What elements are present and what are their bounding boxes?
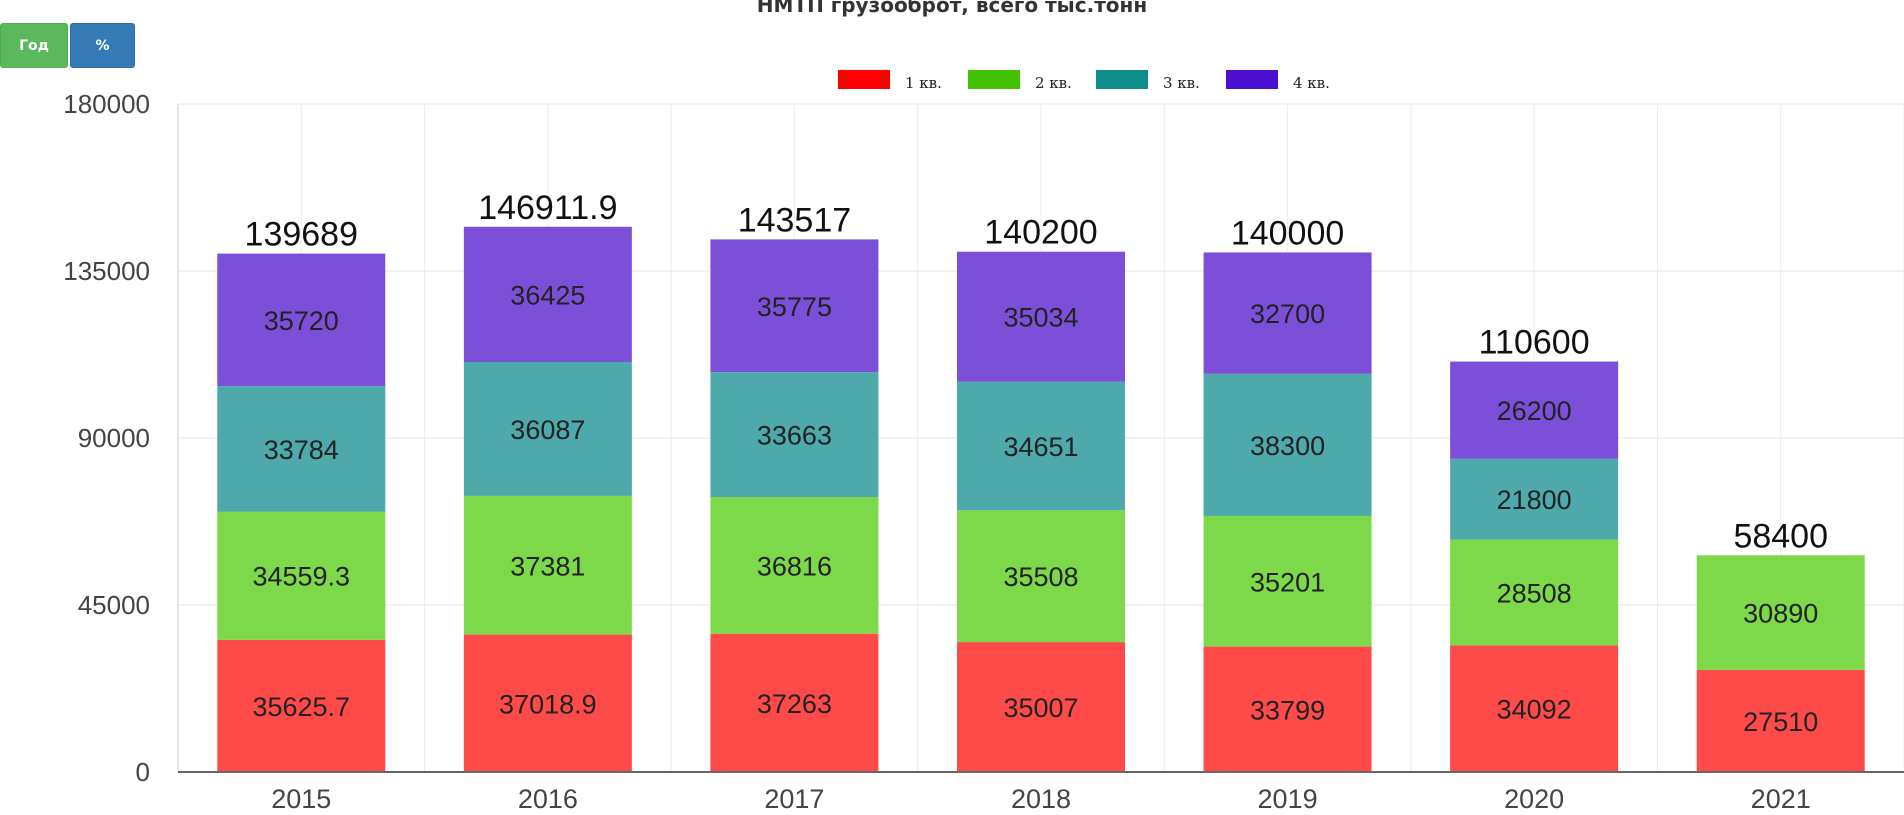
bar-total-label: 143517 (738, 201, 851, 239)
bar-segment-label: 35775 (757, 292, 832, 322)
legend-label: 2 кв. (1035, 74, 1072, 92)
bar-total-label: 139689 (245, 216, 358, 254)
chart-title: НМТП грузооброт, всего тыс.тонн (756, 0, 1148, 17)
y-tick-label: 0 (136, 757, 150, 787)
x-tick-label: 2020 (1504, 784, 1564, 814)
bar-segment (1203, 515, 1372, 647)
bar-segment (957, 381, 1125, 511)
bar-segment-label: 21800 (1497, 485, 1572, 515)
bar-total-label: 110600 (1479, 324, 1590, 362)
x-tick-label: 2017 (764, 784, 824, 814)
bar-total-label: 140200 (984, 214, 1097, 252)
bars: 35625.7 34559.3 33784 35720 139689 37018.9 373… (217, 189, 1865, 772)
bar-segment-label: 30890 (1743, 599, 1818, 629)
x-tick-label: 2016 (518, 784, 578, 814)
bar-segment-label: 32700 (1250, 299, 1325, 329)
legend-swatch (968, 70, 1020, 89)
bar-segment-label: 35034 (1003, 303, 1078, 333)
bar-segment-label: 28508 (1497, 579, 1572, 609)
legend-swatch (1096, 70, 1148, 89)
bar-segment (957, 510, 1125, 643)
bar-segment-label: 35007 (1003, 693, 1078, 723)
bar-segment (217, 386, 386, 512)
bar-segment (957, 642, 1125, 772)
percent-button[interactable]: % (70, 23, 135, 68)
y-tick-label: 135000 (63, 256, 150, 286)
legend-swatch (1226, 70, 1278, 89)
bar-segment (1203, 252, 1372, 374)
bar-segment (463, 226, 632, 362)
bar-segment-label: 37381 (510, 551, 585, 581)
bar-segment-label: 35201 (1250, 567, 1325, 597)
bar-segment (1450, 458, 1619, 540)
legend-item[interactable]: 3 кв. (1096, 70, 1200, 92)
bar-segment (463, 495, 632, 635)
bar-segment (217, 639, 386, 772)
bar-segment-label: 37018.9 (499, 689, 597, 719)
bar-segment (1203, 373, 1372, 516)
bar-segment-label: 35508 (1003, 562, 1078, 592)
legend-swatch (838, 70, 890, 89)
bar-segment-label: 37263 (757, 689, 832, 719)
bar-segment (1203, 646, 1372, 772)
bar-segment-label: 33799 (1250, 695, 1325, 725)
bar-segment (710, 633, 879, 772)
bar-segment (217, 511, 386, 640)
x-tick-label: 2019 (1258, 784, 1318, 814)
axes: 0 45000 90000 135000 180000 2015 2016 2017 2018 2… (63, 89, 1904, 814)
bar-segment-label: 33663 (757, 421, 832, 451)
bar-segment (710, 497, 879, 634)
bar-segment-label: 27510 (1743, 707, 1818, 737)
bar-segment-label: 26200 (1497, 396, 1572, 426)
bar-total-label: 146911.9 (478, 189, 617, 227)
legend-item[interactable]: 4 кв. (1226, 70, 1330, 92)
bar-segment (1450, 539, 1619, 646)
bar-segment (710, 372, 879, 498)
bar-segment (1450, 645, 1619, 772)
x-tick-label: 2015 (271, 784, 331, 814)
legend-label: 3 кв. (1163, 74, 1200, 92)
y-tick-label: 90000 (78, 423, 150, 453)
x-tick-label: 2021 (1751, 784, 1811, 814)
legend[interactable]: 1 кв. 2 кв. 3 кв. 4 кв. (838, 70, 1330, 92)
bar-segment (1696, 669, 1865, 772)
bar-segment-label: 34559.3 (252, 562, 350, 592)
legend-label: 4 кв. (1293, 74, 1330, 92)
bar-segment-label: 38300 (1250, 431, 1325, 461)
y-tick-label: 45000 (78, 590, 150, 620)
bar-segment (463, 361, 632, 496)
bar-segment (957, 251, 1125, 382)
bar-segment-label: 35720 (264, 306, 339, 336)
year-button[interactable]: Год (0, 23, 68, 68)
bar-segment (463, 634, 632, 772)
bar-segment-label: 33784 (264, 435, 339, 465)
bar-segment (710, 239, 879, 373)
x-tick-label: 2018 (1011, 784, 1071, 814)
bar-segment-label: 36087 (510, 415, 585, 445)
bar-segment-label: 35625.7 (252, 692, 350, 722)
bar-segment (1450, 361, 1619, 459)
y-tick-label: 180000 (63, 89, 150, 119)
bar-segment-label: 36425 (510, 280, 585, 310)
legend-label: 1 кв. (905, 74, 942, 92)
legend-item[interactable]: 2 кв. (968, 70, 1072, 92)
bar-total-label: 58400 (1733, 517, 1828, 555)
bar-segment-label: 36816 (757, 551, 832, 581)
bar-segment-label: 34651 (1003, 432, 1078, 462)
bar-total-label: 140000 (1231, 214, 1344, 252)
legend-item[interactable]: 1 кв. (838, 70, 942, 92)
bar-segment (217, 253, 386, 387)
bar-segment-label: 34092 (1497, 695, 1572, 725)
bar-segment (1696, 555, 1865, 670)
